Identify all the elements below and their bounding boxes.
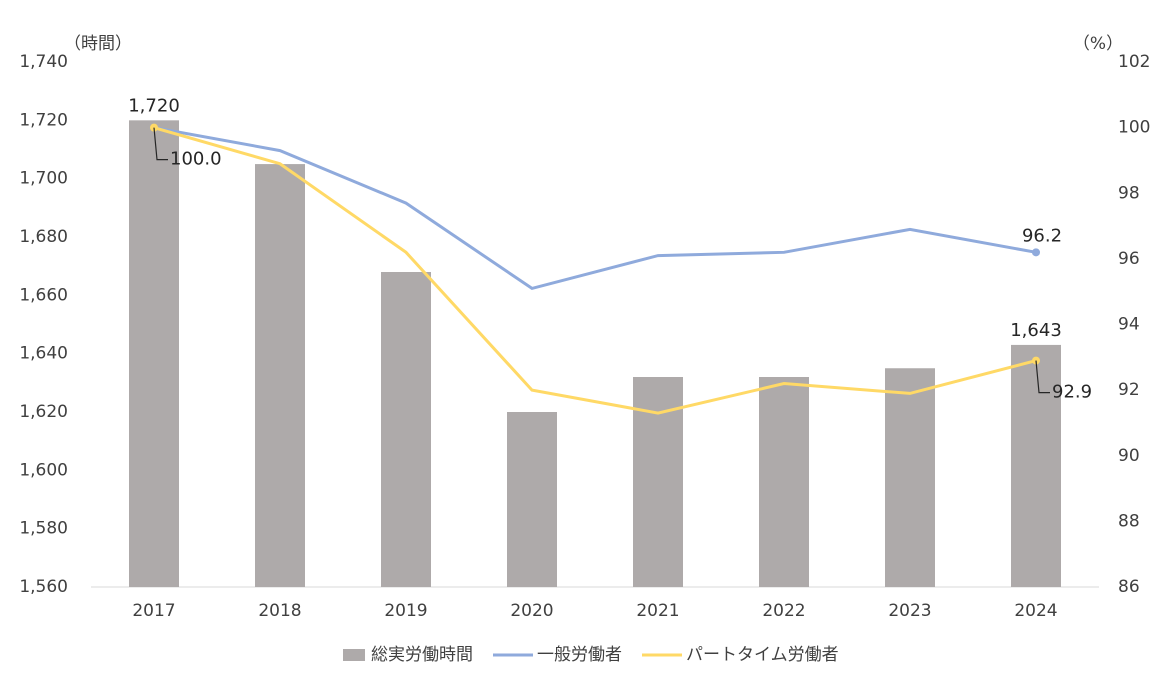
legend-label: 総実労働時間	[371, 645, 473, 665]
x-tick-label: 2020	[510, 601, 553, 621]
legend-label: パートタイム労働者	[686, 645, 839, 665]
leader-line	[1035, 360, 1050, 394]
data-label: 1,643	[1010, 320, 1062, 341]
y2-axis-label: （%）	[1073, 34, 1123, 54]
x-tick-label: 2017	[132, 601, 175, 621]
y-tick-label: 1,660	[19, 285, 68, 305]
bar	[381, 272, 431, 587]
y2-tick-label: 92	[1118, 380, 1140, 400]
y-tick-label: 1,700	[19, 169, 68, 189]
point	[1032, 248, 1040, 257]
y2-tick-label: 88	[1118, 511, 1140, 531]
legend-label: 一般労働者	[537, 645, 622, 665]
x-tick-label: 2022	[762, 601, 805, 621]
y2-tick-label: 100	[1118, 118, 1150, 138]
data-label: 100.0	[170, 149, 222, 170]
line	[153, 126, 1037, 291]
y-tick-label: 1,600	[19, 460, 68, 480]
y2-tick-label: 86	[1118, 577, 1140, 597]
bar	[759, 377, 809, 587]
data-label: 1,720	[128, 95, 180, 116]
x-tick-label: 2019	[384, 601, 427, 621]
y-tick-label: 1,640	[19, 344, 68, 364]
bar	[507, 412, 557, 587]
y-axis-label: （時間）	[64, 34, 132, 54]
x-tick-label: 2023	[888, 601, 931, 621]
legend-swatch	[343, 649, 365, 661]
data-label: 96.2	[1022, 225, 1062, 246]
y-tick-label: 1,560	[19, 577, 68, 597]
bar	[255, 164, 305, 588]
y2-tick-label: 90	[1118, 446, 1140, 466]
y-tick-label: 1,580	[19, 519, 68, 539]
data-label: 92.9	[1052, 382, 1092, 403]
y2-tick-label: 94	[1118, 315, 1140, 335]
bar	[1011, 344, 1061, 587]
bar	[129, 120, 179, 587]
y2-tick-label: 102	[1118, 52, 1150, 72]
line	[153, 126, 1037, 415]
x-tick-label: 2024	[1014, 601, 1057, 621]
leader-line	[153, 127, 168, 161]
y2-tick-label: 96	[1118, 249, 1140, 269]
y-tick-label: 1,740	[19, 52, 68, 72]
y-tick-label: 1,620	[19, 402, 68, 422]
y2-tick-label: 98	[1118, 183, 1140, 203]
x-tick-label: 2018	[258, 601, 301, 621]
y-tick-label: 1,720	[19, 110, 68, 130]
x-tick-label: 2021	[636, 601, 679, 621]
y-tick-label: 1,680	[19, 227, 68, 247]
bar	[885, 368, 935, 587]
